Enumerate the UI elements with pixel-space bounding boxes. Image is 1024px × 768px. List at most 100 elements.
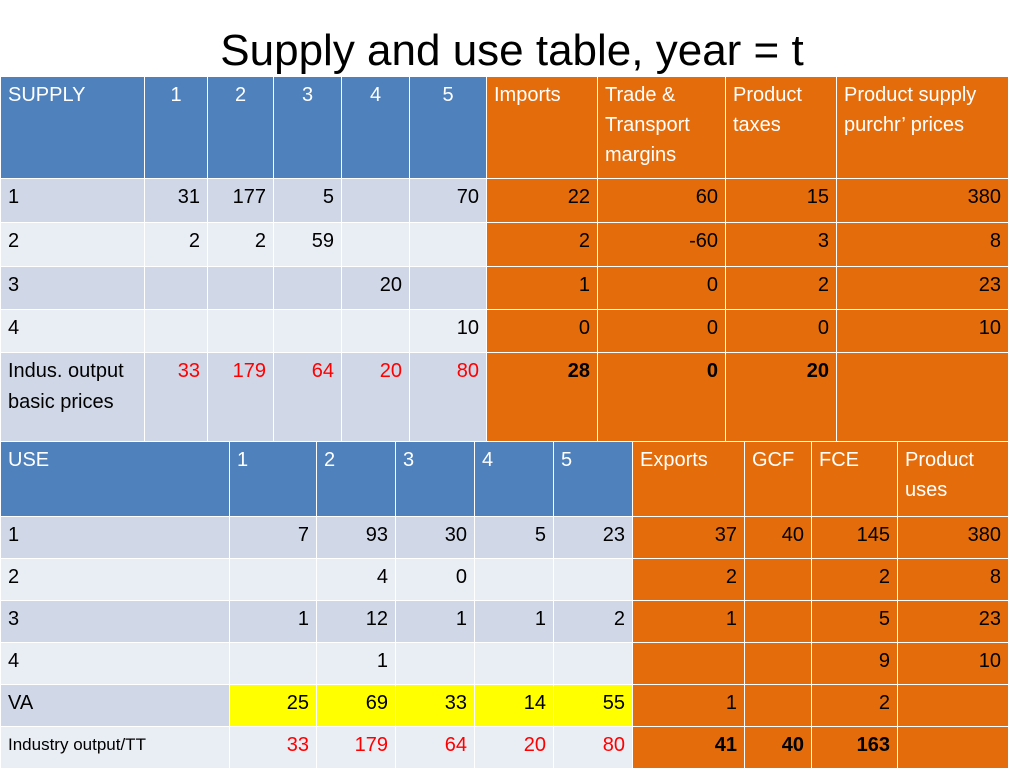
- supply-cell: 20: [341, 352, 410, 442]
- use-row: 3 1 12 1 1 2 1 5 23: [0, 600, 1009, 643]
- use-header-cell: FCE: [811, 441, 898, 517]
- use-cell: 8: [897, 558, 1009, 601]
- use-cell: [553, 558, 633, 601]
- supply-cell: 10: [409, 309, 487, 353]
- use-cell: [744, 600, 812, 643]
- supply-row: 2 2 2 59 2 -60 3 8: [0, 222, 1009, 267]
- supply-cell: 33: [144, 352, 208, 442]
- supply-cell: [341, 178, 410, 223]
- use-row: 4 1 9 10: [0, 642, 1009, 685]
- use-cell: 1: [395, 600, 475, 643]
- use-cell: 23: [897, 600, 1009, 643]
- supply-cell: 60: [597, 178, 726, 223]
- supply-header-cell: 3: [273, 76, 342, 179]
- supply-cell: 20: [725, 352, 837, 442]
- use-cell: 1: [229, 600, 317, 643]
- use-cell: 33: [229, 726, 317, 768]
- use-cell: 23: [553, 516, 633, 559]
- supply-cell: [341, 222, 410, 267]
- supply-cell: 23: [836, 266, 1009, 310]
- use-header-cell: 2: [316, 441, 396, 517]
- supply-cell: [144, 309, 208, 353]
- use-industry-output-row: Industry output/TT 33 179 64 20 80 41 40…: [0, 726, 1009, 768]
- supply-table: SUPPLY 1 2 3 4 5 Imports Trade & Transpo…: [0, 76, 1009, 442]
- use-cell: 12: [316, 600, 396, 643]
- use-cell: 0: [395, 558, 475, 601]
- supply-cell: 2: [725, 266, 837, 310]
- use-cell: 40: [744, 516, 812, 559]
- use-cell: [553, 642, 633, 685]
- supply-cell: 0: [725, 309, 837, 353]
- use-cell: 1: [316, 642, 396, 685]
- use-row-label: VA: [0, 684, 230, 727]
- supply-cell: [207, 309, 274, 353]
- use-cell: 145: [811, 516, 898, 559]
- supply-cell: 70: [409, 178, 487, 223]
- supply-cell: 28: [486, 352, 598, 442]
- use-cell: 5: [811, 600, 898, 643]
- use-cell: 30: [395, 516, 475, 559]
- use-header-row: USE 1 2 3 4 5 Exports GCF FCE Product us…: [0, 441, 1009, 517]
- supply-cell: [836, 352, 1009, 442]
- supply-cell: 5: [273, 178, 342, 223]
- use-cell: 179: [316, 726, 396, 768]
- supply-row-label: Indus. output basic prices: [0, 352, 145, 442]
- use-cell: [474, 642, 554, 685]
- page-title: Supply and use table, year = t: [220, 26, 804, 75]
- supply-cell: [273, 309, 342, 353]
- supply-cell: 0: [597, 266, 726, 310]
- supply-cell: 15: [725, 178, 837, 223]
- supply-header-cell: SUPPLY: [0, 76, 145, 179]
- supply-header-cell: Product taxes: [725, 76, 837, 179]
- supply-cell: 0: [597, 352, 726, 442]
- supply-cell: [341, 309, 410, 353]
- supply-cell: 1: [486, 266, 598, 310]
- use-row-label: 4: [0, 642, 230, 685]
- value-added-cell: 69: [316, 684, 396, 727]
- supply-cell: 64: [273, 352, 342, 442]
- supply-header-cell: 4: [341, 76, 410, 179]
- use-va-row: VA 25 69 33 14 55 1 2: [0, 684, 1009, 727]
- supply-row-label: 3: [0, 266, 145, 310]
- supply-cell: 0: [486, 309, 598, 353]
- use-cell: [897, 726, 1009, 768]
- supply-cell: 2: [207, 222, 274, 267]
- use-cell: 20: [474, 726, 554, 768]
- use-row: 1 7 93 30 5 23 37 40 145 380: [0, 516, 1009, 559]
- supply-cell: 8: [836, 222, 1009, 267]
- use-cell: 64: [395, 726, 475, 768]
- supply-header-row: SUPPLY 1 2 3 4 5 Imports Trade & Transpo…: [0, 76, 1009, 179]
- use-cell: [229, 642, 317, 685]
- use-cell: 5: [474, 516, 554, 559]
- supply-cell: [409, 222, 487, 267]
- supply-cell: 2: [486, 222, 598, 267]
- supply-header-cell: Trade & Transport margins: [597, 76, 726, 179]
- use-cell: 2: [632, 558, 745, 601]
- use-cell: 1: [474, 600, 554, 643]
- supply-row-label: 2: [0, 222, 145, 267]
- supply-header-cell: 1: [144, 76, 208, 179]
- use-cell: [744, 558, 812, 601]
- supply-cell: 2: [144, 222, 208, 267]
- use-cell: [744, 642, 812, 685]
- use-cell: 37: [632, 516, 745, 559]
- supply-cell: 3: [725, 222, 837, 267]
- use-cell: [474, 558, 554, 601]
- use-cell: 93: [316, 516, 396, 559]
- supply-cell: [273, 266, 342, 310]
- supply-cell: 22: [486, 178, 598, 223]
- supply-cell: -60: [597, 222, 726, 267]
- value-added-cell: 25: [229, 684, 317, 727]
- use-row-label: Industry output/TT: [0, 726, 230, 768]
- supply-industry-output-row: Indus. output basic prices 33 179 64 20 …: [0, 352, 1009, 442]
- supply-cell: 380: [836, 178, 1009, 223]
- use-header-cell: 1: [229, 441, 317, 517]
- supply-row: 3 20 1 0 2 23: [0, 266, 1009, 310]
- use-row-label: 2: [0, 558, 230, 601]
- supply-cell: 0: [597, 309, 726, 353]
- use-cell: 9: [811, 642, 898, 685]
- use-header-cell: 4: [474, 441, 554, 517]
- use-header-cell: 3: [395, 441, 475, 517]
- use-table: USE 1 2 3 4 5 Exports GCF FCE Product us…: [0, 441, 1009, 768]
- supply-cell: 31: [144, 178, 208, 223]
